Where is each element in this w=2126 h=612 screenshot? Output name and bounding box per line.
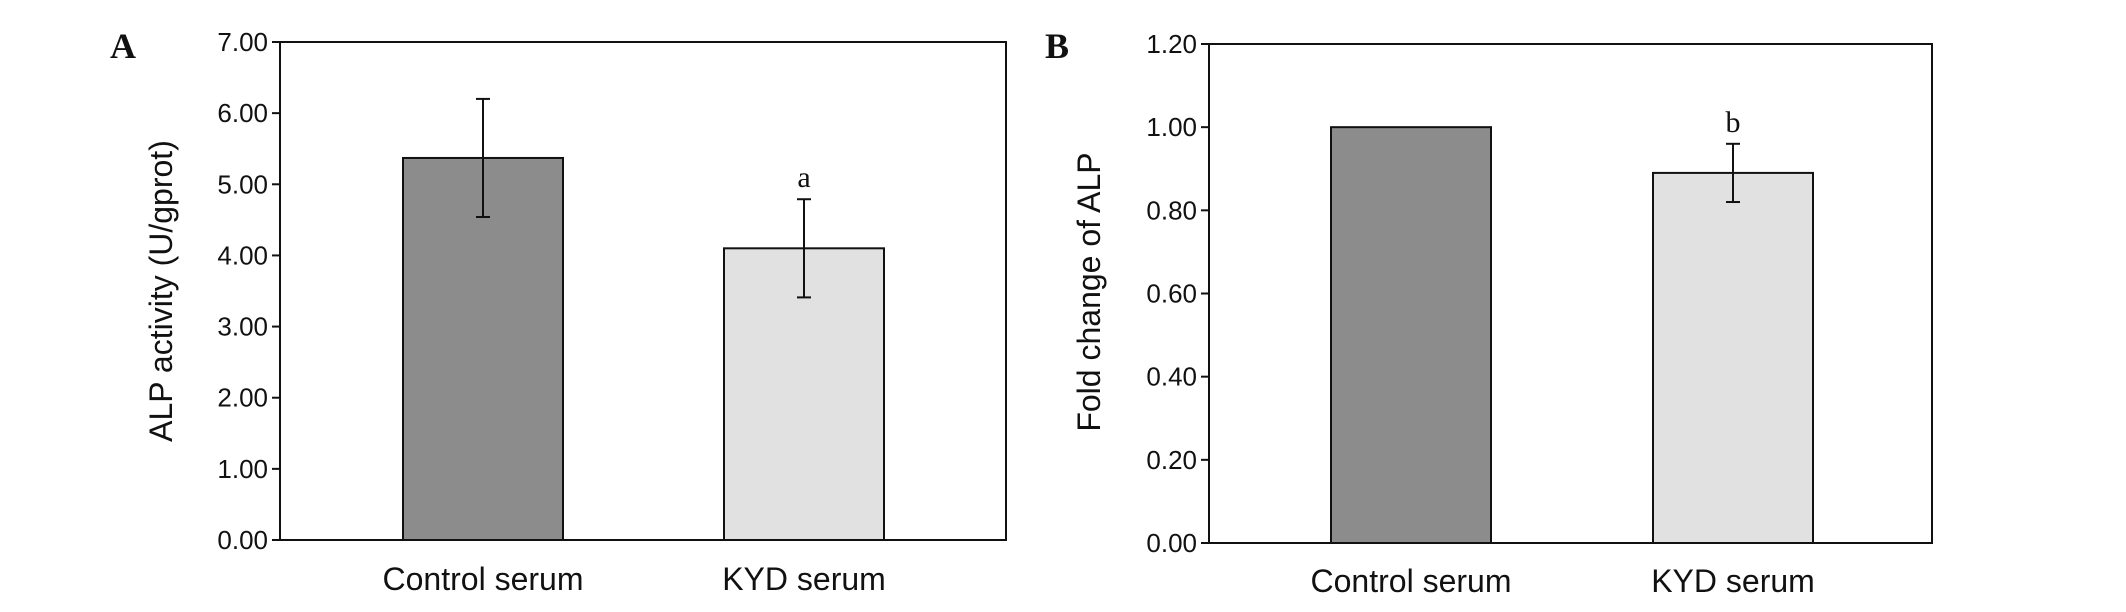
error-bar (1726, 142, 1740, 204)
bar-kyd-serum (1652, 171, 1814, 545)
chart-panel-b: B Control serum b KYD serum 0.00 0.20 0.40 0.60… (1045, 26, 1933, 599)
x-tick-label: Control serum (383, 561, 584, 597)
y-tick-label: 0.20 (1146, 445, 1197, 475)
x-tick-label: KYD serum (1651, 563, 1815, 599)
x-tick-label: Control serum (1311, 563, 1512, 599)
y-tick-label: 1.20 (1146, 29, 1197, 59)
y-tick-label: 1.00 (217, 454, 268, 484)
chart-panel-a: A Control serum a KYD serum 0.00 1.00 2.00 3.00… (110, 26, 1007, 597)
y-axis-title: Fold change of ALP (1071, 152, 1107, 431)
x-tick-label: KYD serum (722, 561, 886, 597)
panel-label: A (110, 26, 136, 66)
y-tick-label: 7.00 (217, 27, 268, 57)
y-tick-label: 2.00 (217, 383, 268, 413)
y-tick-label: 5.00 (217, 169, 268, 199)
error-bar (476, 97, 490, 219)
y-tick-label: 1.00 (1146, 112, 1197, 142)
error-bar (797, 198, 811, 299)
bar-control-serum (1330, 126, 1492, 545)
y-tick-label: 3.00 (217, 312, 268, 342)
y-tick-label: 0.00 (217, 525, 268, 555)
y-tick-label: 4.00 (217, 240, 268, 270)
y-tick-label: 0.60 (1146, 279, 1197, 309)
bar-control-serum (402, 156, 564, 541)
panel-label: B (1045, 26, 1069, 66)
significance-label: b (1726, 106, 1741, 139)
significance-label: a (797, 161, 810, 194)
y-tick-label: 0.40 (1146, 362, 1197, 392)
y-tick-label: 0.00 (1146, 528, 1197, 558)
y-axis-title: ALP activity (U/gprot) (143, 140, 179, 442)
plot-frame (279, 41, 1007, 541)
y-tick-label: 0.80 (1146, 195, 1197, 225)
plot-frame (1208, 43, 1933, 544)
y-tick-label: 6.00 (217, 98, 268, 128)
